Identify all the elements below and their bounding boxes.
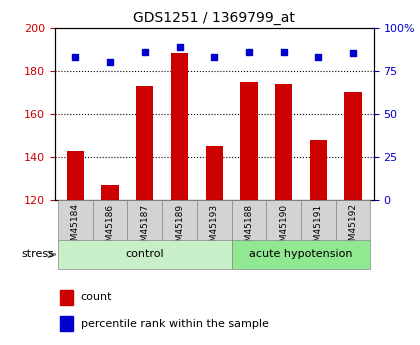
Bar	[240, 81, 257, 200]
Text: acute hypotension: acute hypotension	[249, 249, 353, 259]
Bar	[67, 150, 84, 200]
Bar	[197, 200, 231, 242]
Bar	[275, 84, 292, 200]
Bar	[231, 200, 266, 242]
Text: GSM45191: GSM45191	[314, 204, 323, 253]
Bar	[266, 200, 301, 242]
Bar	[136, 86, 153, 200]
Point	[315, 54, 322, 60]
Title: GDS1251 / 1369799_at: GDS1251 / 1369799_at	[133, 11, 295, 25]
Bar	[102, 185, 119, 200]
Text: stress: stress	[22, 249, 55, 259]
Bar	[58, 240, 231, 269]
Point	[246, 49, 252, 55]
Bar	[60, 316, 74, 332]
Text: GSM45184: GSM45184	[71, 204, 80, 253]
Bar	[171, 53, 188, 200]
Point	[72, 54, 79, 60]
Point	[211, 54, 218, 60]
Bar	[344, 92, 362, 200]
Text: count: count	[81, 292, 112, 302]
Bar	[127, 200, 162, 242]
Bar	[205, 146, 223, 200]
Text: GSM45189: GSM45189	[175, 204, 184, 253]
Point	[176, 44, 183, 49]
Text: GSM45192: GSM45192	[349, 204, 357, 253]
Text: GSM45188: GSM45188	[244, 204, 253, 253]
Text: control: control	[126, 249, 164, 259]
Bar	[310, 140, 327, 200]
Text: GSM45187: GSM45187	[140, 204, 149, 253]
Bar	[301, 200, 336, 242]
Text: percentile rank within the sample: percentile rank within the sample	[81, 319, 269, 329]
Point	[107, 59, 113, 65]
Bar	[60, 289, 74, 305]
Point	[349, 51, 356, 56]
Text: GSM45193: GSM45193	[210, 204, 219, 253]
Bar	[162, 200, 197, 242]
Point	[280, 49, 287, 55]
Bar	[336, 200, 370, 242]
Bar	[93, 200, 127, 242]
Text: GSM45190: GSM45190	[279, 204, 288, 253]
Text: GSM45186: GSM45186	[105, 204, 115, 253]
Bar	[231, 240, 370, 269]
Point	[142, 49, 148, 55]
Bar	[58, 200, 93, 242]
